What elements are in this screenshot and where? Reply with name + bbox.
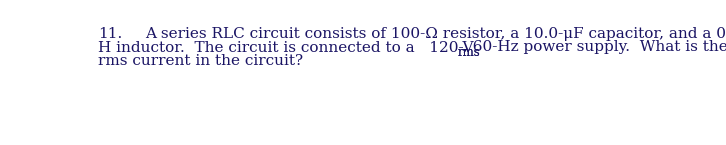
Text: , 60-Hz power supply.  What is the: , 60-Hz power supply. What is the [463, 40, 726, 55]
Text: rms: rms [458, 46, 481, 59]
Text: rms current in the circuit?: rms current in the circuit? [99, 54, 303, 68]
Text: A series RLC circuit consists of 100-Ω resistor, a 10.0-μF capacitor, and a 0.35: A series RLC circuit consists of 100-Ω r… [145, 27, 726, 41]
Text: 11.: 11. [99, 27, 123, 41]
Text: rms: rms [458, 46, 481, 59]
Text: H inductor.  The circuit is connected to a   120-V: H inductor. The circuit is connected to … [99, 40, 474, 55]
